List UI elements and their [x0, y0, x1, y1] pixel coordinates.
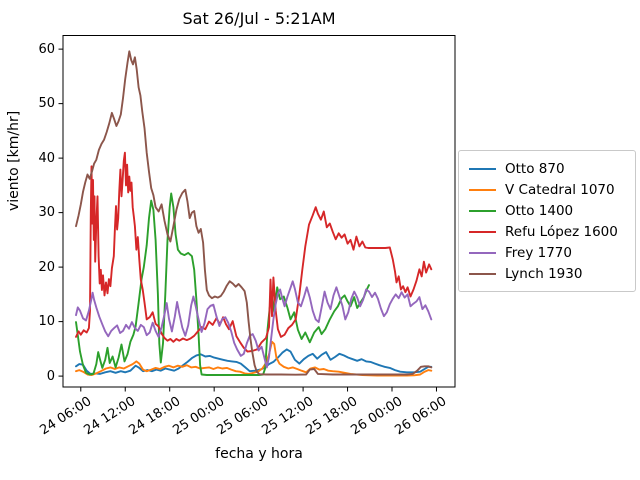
legend-line-swatch	[469, 209, 496, 212]
series-line-frey-1770	[75, 280, 433, 369]
y-tick-label: 40	[38, 150, 55, 166]
y-tick-label: 50	[38, 96, 55, 112]
legend-line-swatch	[469, 272, 496, 275]
legend-line-swatch	[469, 230, 496, 233]
legend-item-lynch-1930: Lynch 1930	[469, 263, 625, 284]
legend-label: Lynch 1930	[505, 265, 583, 282]
series-line-otto-870	[75, 348, 433, 375]
y-tick-label: 20	[38, 259, 55, 275]
legend-label: V Catedral 1070	[505, 181, 615, 198]
y-tick-label: 60	[38, 41, 55, 57]
y-tick-label: 0	[46, 368, 55, 384]
legend-item-refu-lópez-1600: Refu López 1600	[469, 221, 625, 242]
series-line-lynch-1930	[75, 50, 433, 376]
legend-label: Refu López 1600	[505, 223, 618, 240]
legend-line-swatch	[469, 167, 496, 170]
legend-label: Frey 1770	[505, 244, 572, 261]
legend: Otto 870 V Catedral 1070 Otto 1400 Refu Lóp…	[458, 150, 636, 292]
chart-title: Sat 26/Jul - 5:21AM	[182, 9, 336, 28]
series-line-otto-1400	[75, 192, 370, 376]
series-line-refu-lópez-1600	[75, 151, 433, 353]
axes-spines	[62, 35, 456, 388]
legend-item-v-catedral-1070: V Catedral 1070	[469, 179, 625, 200]
legend-label: Otto 870	[505, 160, 565, 177]
y-tick-label: 10	[38, 314, 55, 330]
legend-item-otto-1400: Otto 1400	[469, 200, 625, 221]
legend-line-swatch	[469, 188, 496, 191]
x-axis-label: fecha y hora	[215, 446, 303, 462]
legend-item-frey-1770: Frey 1770	[469, 242, 625, 263]
legend-line-swatch	[469, 251, 496, 254]
legend-label: Otto 1400	[505, 202, 574, 219]
legend-item-otto-870: Otto 870	[469, 158, 625, 179]
y-tick-label: 30	[38, 205, 55, 221]
